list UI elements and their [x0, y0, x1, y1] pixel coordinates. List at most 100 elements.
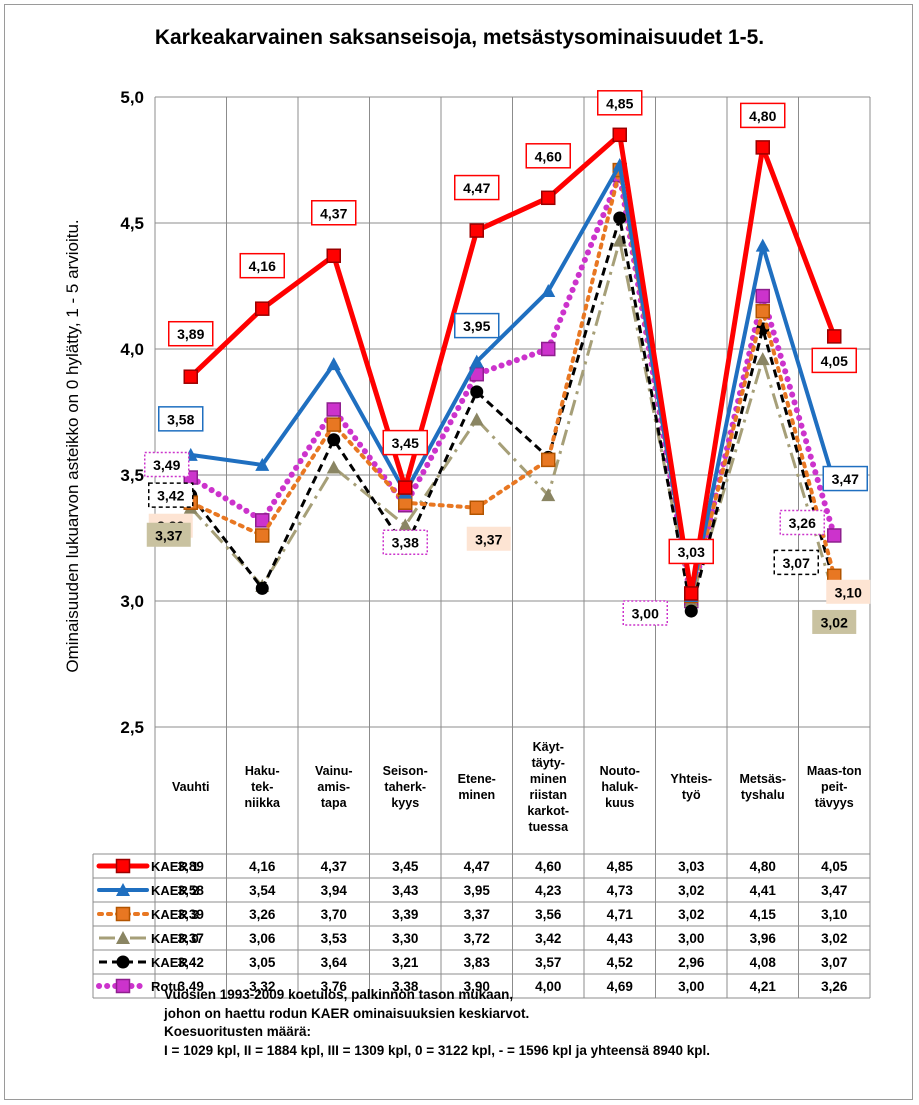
- data-label-box: [454, 174, 500, 201]
- y-tick-label: 3,5: [120, 466, 144, 485]
- data-label-box: [740, 102, 786, 129]
- data-point: [541, 190, 556, 206]
- data-label: 3,47: [832, 471, 859, 487]
- data-label: 3,45: [392, 435, 419, 451]
- table-cell: 3,39: [392, 907, 418, 922]
- data-point: [612, 127, 627, 143]
- data-point: [470, 385, 484, 399]
- table-cell: 3,02: [678, 907, 704, 922]
- y-tick-label: 3,0: [120, 592, 144, 611]
- legend-marker: [116, 883, 130, 896]
- data-label-box: [382, 429, 428, 456]
- data-label-box: [239, 252, 285, 279]
- series-line-kaer-2: [188, 163, 837, 598]
- x-category-label: Vainu-amis-tapa: [315, 764, 353, 810]
- data-label: 3,03: [678, 544, 705, 560]
- table-cell: 3,37: [178, 931, 204, 946]
- table-cell: 4,71: [607, 907, 634, 922]
- data-label-box: [826, 579, 871, 604]
- legend-marker: [116, 955, 130, 969]
- table-cell: 2,96: [678, 955, 705, 970]
- table-cell: 3,32: [249, 979, 275, 994]
- table-cell: 4,85: [607, 859, 634, 874]
- table-cell: 3,95: [464, 883, 491, 898]
- table-cell: 3,38: [392, 979, 419, 994]
- x-category-label: Haku-tek-niikka: [245, 764, 281, 810]
- data-label-box: [525, 143, 571, 169]
- table-cell: 3,64: [321, 955, 348, 970]
- table-cell: 3,00: [678, 979, 704, 994]
- legend-label: KAER 3: [151, 907, 199, 922]
- data-label-box: [148, 482, 194, 508]
- table-cell: 4,15: [750, 907, 777, 922]
- data-point: [326, 402, 341, 417]
- data-label: 3,26: [789, 515, 816, 531]
- data-point: [326, 357, 341, 371]
- table-cell: 4,37: [321, 859, 347, 874]
- table-cell: 3,00: [678, 931, 704, 946]
- table-cell: 3,70: [321, 907, 347, 922]
- chart-frame: [4, 4, 913, 1100]
- table-cell: 3,42: [535, 931, 561, 946]
- legend-label: KAER 1: [151, 859, 199, 874]
- table-cell: 3,58: [178, 883, 205, 898]
- data-label-box: [779, 509, 825, 536]
- footer-line-3: Koesuoritusten määrä:: [164, 1024, 312, 1039]
- series-line-kaer-1: [188, 132, 837, 596]
- legend-label: Rotu: [151, 979, 181, 994]
- table-cell: 3,45: [392, 859, 419, 874]
- data-point: [755, 238, 770, 252]
- data-point: [183, 369, 198, 384]
- x-category-label: Yhteis-työ: [670, 772, 712, 802]
- legend-marker: [115, 906, 131, 922]
- table-cell: 4,60: [535, 859, 561, 874]
- data-label: 4,16: [249, 258, 276, 274]
- table-cell: 3,76: [321, 979, 348, 994]
- x-category-label: Käyt-täyty-minen riistan karkot-tuessa: [527, 740, 569, 834]
- data-point: [827, 528, 842, 543]
- x-category-label: Nouto-haluk-kuus: [600, 764, 640, 810]
- data-point: [255, 513, 270, 528]
- data-label: 3,07: [783, 555, 810, 571]
- data-point: [469, 500, 484, 516]
- table-cell: 3,94: [321, 883, 348, 898]
- table-cell: 4,69: [607, 979, 633, 994]
- data-point: [827, 329, 842, 344]
- table-cell: 3,37: [464, 907, 490, 922]
- data-label-box: [146, 522, 191, 547]
- legend-label: KAER 0: [151, 931, 199, 946]
- data-point: [755, 288, 770, 304]
- x-category-label: Etene-minen: [458, 772, 496, 802]
- data-label-box: [144, 451, 190, 478]
- series-line-kaer-3: [188, 168, 837, 598]
- data-label: 4,60: [535, 148, 562, 164]
- data-label: 4,80: [749, 108, 776, 124]
- data-label: 3,42: [157, 488, 184, 504]
- data-label-box: [466, 526, 511, 551]
- table-cell: 3,72: [464, 931, 490, 946]
- data-label-box: [597, 90, 643, 116]
- table-cell: 4,05: [821, 859, 848, 874]
- data-point: [684, 586, 699, 601]
- data-point: [255, 301, 270, 316]
- table-cell: 3,57: [535, 955, 561, 970]
- data-point: [255, 581, 269, 595]
- table-cell: 3,10: [821, 907, 847, 922]
- data-point: [255, 457, 270, 471]
- table-cell: 3,53: [321, 931, 348, 946]
- table-cell: 3,47: [821, 883, 847, 898]
- table-cell: 3,96: [750, 931, 777, 946]
- data-point: [398, 518, 413, 532]
- data-label-box: [168, 320, 214, 347]
- data-point: [326, 248, 341, 264]
- table-cell: 4,47: [464, 859, 490, 874]
- data-label: 4,37: [320, 205, 347, 221]
- data-point: [541, 452, 556, 468]
- data-label-box: [622, 600, 668, 626]
- data-point: [541, 341, 556, 357]
- data-label: 4,05: [821, 353, 848, 369]
- table-cell: 4,52: [607, 955, 633, 970]
- table-cell: 3,02: [678, 883, 704, 898]
- footer-line-1: Vuosien 1993-2009 koetulos, palkinnon ta…: [164, 987, 514, 1002]
